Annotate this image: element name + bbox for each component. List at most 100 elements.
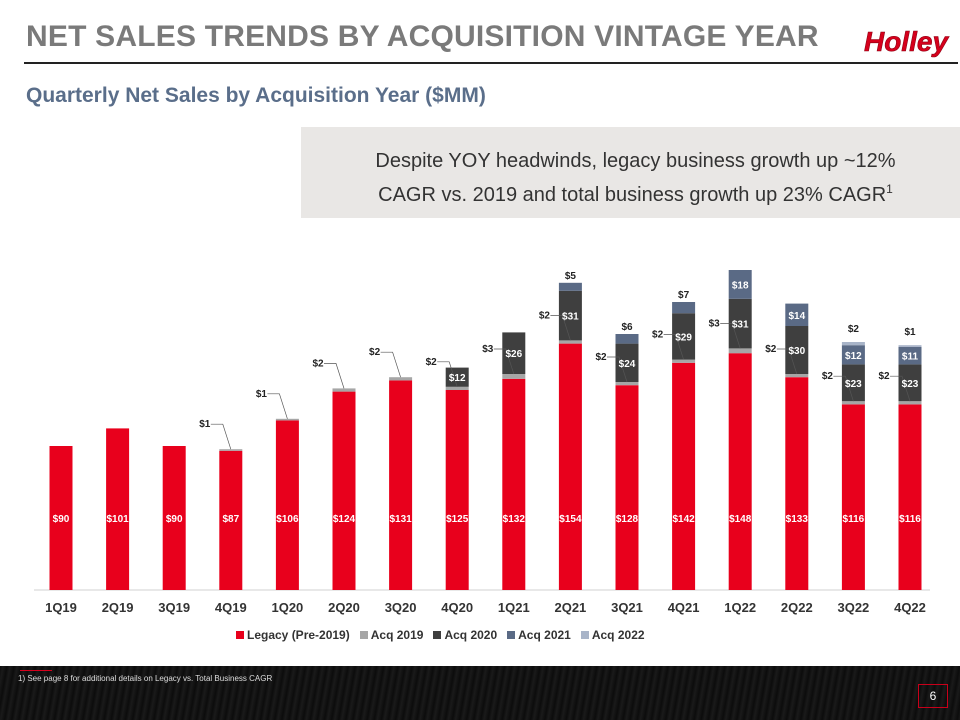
bar-acq2021-3Q22 xyxy=(841,345,865,365)
bar-acq2020-2Q21 xyxy=(558,290,582,341)
data-label-legacy-3Q21: $128 xyxy=(616,514,639,525)
bar-acq2020-2Q22 xyxy=(785,326,809,374)
bar-acq2021-2Q21 xyxy=(558,282,582,291)
bar-acq2020-4Q20 xyxy=(445,367,469,387)
bar-acq2020-1Q22 xyxy=(728,298,752,349)
bar-legacy-2Q19 xyxy=(106,428,130,590)
legend-label-legacy: Legacy (Pre-2019) xyxy=(247,628,350,642)
legend-label-acq2020: Acq 2020 xyxy=(444,628,498,642)
leader-line-4Q21 xyxy=(663,334,684,360)
data-label-legacy-4Q19: $87 xyxy=(222,514,239,525)
data-label-legacy-2Q22: $133 xyxy=(786,514,809,525)
x-tick-label-2Q21: 2Q21 xyxy=(554,600,586,615)
bar-acq2019-2Q21 xyxy=(558,340,582,344)
bar-acq2019-3Q20 xyxy=(389,377,413,381)
bar-acq2019-4Q20 xyxy=(445,386,469,390)
holley-logo: Holley xyxy=(864,26,950,58)
legend-label-acq2019: Acq 2019 xyxy=(370,628,424,642)
x-tick-label-3Q19: 3Q19 xyxy=(158,600,190,615)
legend-swatch-legacy xyxy=(236,631,244,639)
chart-legend: Legacy (Pre-2019) Acq 2019 Acq 2020 Acq … xyxy=(236,628,645,642)
data-label-acq2019-4Q19: $1 xyxy=(199,419,211,430)
data-label-acq2019-1Q20: $1 xyxy=(256,389,268,400)
leader-line-1Q21 xyxy=(493,348,515,375)
bar-acq2021-1Q22 xyxy=(728,270,752,299)
data-label-acq2019-3Q20: $2 xyxy=(369,347,381,358)
bar-acq2019-1Q22 xyxy=(728,348,752,354)
x-tick-label-1Q20: 1Q20 xyxy=(271,600,303,615)
data-label-acq2021-1Q22: $18 xyxy=(732,280,749,291)
x-tick-label-3Q22: 3Q22 xyxy=(837,600,869,615)
x-tick-label-4Q20: 4Q20 xyxy=(441,600,473,615)
data-label-acq2020-3Q21: $24 xyxy=(619,359,636,370)
data-label-acq2021-2Q22: $14 xyxy=(788,311,805,322)
data-label-acq2019-1Q22: $3 xyxy=(709,318,721,329)
x-tick-label-1Q19: 1Q19 xyxy=(45,600,77,615)
data-label-acq2022-3Q22: $2 xyxy=(848,324,860,335)
bar-legacy-4Q21 xyxy=(672,362,696,590)
data-label-acq2021-3Q22: $12 xyxy=(845,351,862,362)
bar-legacy-3Q19 xyxy=(162,446,186,590)
data-label-acq2021-4Q21: $7 xyxy=(678,290,690,301)
data-label-acq2019-1Q21: $3 xyxy=(482,344,494,355)
data-label-legacy-4Q21: $142 xyxy=(672,514,695,525)
data-label-acq2019-2Q22: $2 xyxy=(765,344,777,355)
callout-box: Despite YOY headwinds, legacy business g… xyxy=(301,127,960,218)
leader-line-2Q20 xyxy=(324,363,345,389)
chart-subtitle: Quarterly Net Sales by Acquisition Year … xyxy=(26,84,486,107)
data-label-legacy-4Q20: $125 xyxy=(446,514,469,525)
bar-legacy-4Q19 xyxy=(219,450,243,590)
bar-acq2019-1Q21 xyxy=(502,374,526,379)
data-label-acq2020-4Q20: $12 xyxy=(449,373,466,384)
data-label-acq2019-4Q20: $2 xyxy=(426,357,438,368)
bar-acq2021-4Q22 xyxy=(898,346,922,365)
x-tick-label-2Q19: 2Q19 xyxy=(102,600,134,615)
data-label-legacy-2Q19: $101 xyxy=(106,514,129,525)
bar-acq2020-4Q22 xyxy=(898,364,922,402)
footer-band xyxy=(0,666,960,720)
data-label-acq2019-2Q20: $2 xyxy=(312,358,324,369)
data-label-legacy-1Q22: $148 xyxy=(729,514,752,525)
page-number: 6 xyxy=(918,684,948,708)
bar-legacy-1Q22 xyxy=(728,353,752,590)
bar-acq2019-4Q22 xyxy=(898,401,922,405)
bar-acq2019-3Q21 xyxy=(615,382,639,386)
data-label-acq2019-4Q22: $2 xyxy=(878,371,890,382)
leader-line-1Q22 xyxy=(720,323,741,349)
bar-acq2019-1Q20 xyxy=(275,418,299,421)
data-label-legacy-1Q20: $106 xyxy=(276,514,299,525)
bar-acq2020-3Q21 xyxy=(615,343,639,382)
x-tick-label-3Q21: 3Q21 xyxy=(611,600,643,615)
bar-legacy-2Q22 xyxy=(785,377,809,590)
bar-acq2020-4Q21 xyxy=(672,313,696,360)
stacked-bar-chart: $90 1Q19 $101 2Q19 $90 3Q19 $87 $1 4Q19 $106 $1 1Q2… xyxy=(34,270,930,615)
data-label-acq2019-4Q21: $2 xyxy=(652,330,664,341)
legend-label-acq2021: Acq 2021 xyxy=(518,628,571,642)
data-label-acq2021-4Q22: $11 xyxy=(902,352,919,363)
leader-line-2Q21 xyxy=(550,315,571,341)
title-divider xyxy=(24,62,958,64)
x-tick-label-4Q19: 4Q19 xyxy=(215,600,247,615)
bar-legacy-1Q20 xyxy=(275,420,299,590)
bar-acq2019-4Q21 xyxy=(672,359,696,363)
data-label-acq2019-2Q21: $2 xyxy=(539,310,551,321)
bar-acq2021-3Q21 xyxy=(615,334,639,344)
legend-item-acq2019: Acq 2019 xyxy=(359,628,424,642)
bar-legacy-3Q22 xyxy=(841,404,865,590)
callout-line-2-text: CAGR vs. 2019 and total business growth … xyxy=(378,184,887,206)
data-label-legacy-1Q19: $90 xyxy=(53,514,70,525)
data-label-legacy-3Q22: $116 xyxy=(843,514,865,525)
bar-legacy-1Q21 xyxy=(502,378,526,590)
legend-label-acq2022: Acq 2022 xyxy=(591,628,645,642)
callout-line-2: CAGR vs. 2019 and total business growth … xyxy=(311,175,960,209)
data-label-legacy-3Q20: $131 xyxy=(389,514,412,525)
bar-legacy-2Q21 xyxy=(558,343,582,590)
bar-legacy-3Q21 xyxy=(615,385,639,590)
data-label-legacy-1Q21: $132 xyxy=(503,514,526,525)
footnote-divider xyxy=(20,670,52,671)
data-label-acq2019-3Q22: $2 xyxy=(822,371,834,382)
x-tick-label-1Q22: 1Q22 xyxy=(724,600,756,615)
leader-line-3Q21 xyxy=(607,356,628,383)
legend-swatch-acq2022 xyxy=(580,631,589,639)
data-label-acq2021-3Q21: $6 xyxy=(621,322,633,333)
